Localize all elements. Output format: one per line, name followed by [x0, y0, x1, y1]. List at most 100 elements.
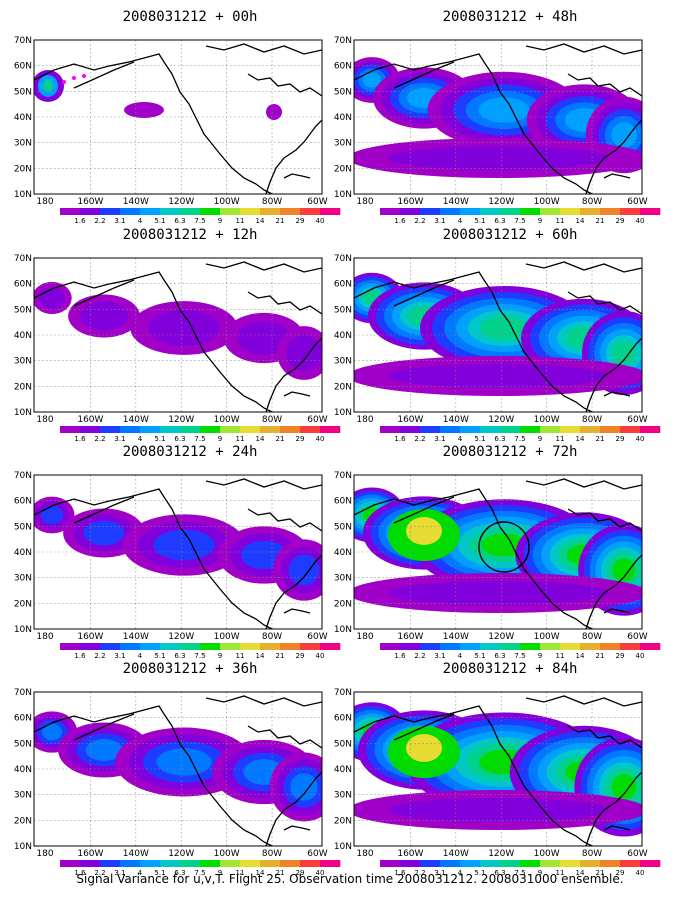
colorbar-swatch [400, 860, 421, 867]
lat-label: 70N [14, 36, 32, 46]
lon-label: 100W [214, 849, 240, 859]
colorbar-swatch [480, 208, 501, 215]
colorbar-swatch [580, 643, 601, 650]
colorbar-label: 2.2 [94, 217, 105, 225]
lat-label: 30N [334, 791, 352, 801]
lon-label: 160W [77, 197, 103, 207]
variance-contour [612, 558, 636, 582]
map-svg: 70N 60N 50N 40N 30N 20N 10N 180 160W 140W 120W 100W… [334, 688, 661, 877]
lon-label: 80W [262, 415, 282, 425]
map-panel: 2008031212 + 24h 70N 60N 50N 40N 30N 20N 10N 180… [14, 443, 355, 661]
colorbar-swatch [60, 860, 81, 867]
colorbar-label: 21 [276, 435, 285, 443]
colorbar-label: 11 [236, 217, 245, 225]
colorbar-label: 7.5 [514, 652, 525, 660]
colorbar-label: 3.1 [434, 217, 445, 225]
variance-contour [80, 301, 128, 331]
lon-label: 180 [36, 197, 53, 207]
colorbar-swatch [100, 860, 121, 867]
colorbar-swatch [580, 208, 601, 215]
variance-contour [388, 364, 608, 388]
lat-label: 20N [334, 599, 352, 609]
colorbar-swatch [300, 860, 321, 867]
colorbar-label: 6.3 [174, 217, 185, 225]
colorbar-swatch [480, 860, 501, 867]
variance-contour [237, 321, 291, 355]
variance-contour [85, 738, 123, 762]
lat-label: 40N [334, 765, 352, 775]
lat-label: 40N [14, 331, 32, 341]
colorbar-swatch [280, 208, 301, 215]
lat-label: 30N [334, 357, 352, 367]
colorbar-swatch [320, 860, 341, 867]
colorbar-label: 3.1 [114, 652, 125, 660]
colorbar-swatch [180, 860, 201, 867]
colorbar-swatch [320, 208, 341, 215]
lat-label: 10N [334, 408, 352, 418]
lat-label: 20N [14, 599, 32, 609]
colorbar-label: 9 [218, 435, 222, 443]
map-svg: 70N 60N 50N 40N 30N 20N 10N 180 160W 140W 120W 100W… [14, 471, 341, 660]
variance-contour [286, 335, 322, 371]
variance-contour [480, 316, 528, 340]
colorbar-swatch [280, 860, 301, 867]
colorbar-label: 9 [218, 652, 222, 660]
variance-contour [266, 104, 282, 120]
colorbar-label: 14 [576, 652, 585, 660]
lon-label: 80W [582, 415, 602, 425]
colorbar-label: 21 [596, 435, 605, 443]
colorbar-label: 3.1 [114, 435, 125, 443]
colorbar-swatch [420, 860, 441, 867]
colorbar-label: 4 [138, 652, 143, 660]
colorbar-label: 6.3 [174, 869, 185, 877]
colorbar-swatch [60, 426, 81, 433]
lon-label: 180 [356, 632, 373, 642]
colorbar-label: 29 [296, 217, 305, 225]
lon-label: 140W [443, 415, 469, 425]
lon-label: 160W [77, 849, 103, 859]
colorbar-label: 11 [236, 869, 245, 877]
lon-label: 120W [168, 849, 194, 859]
colorbar-label: 29 [296, 435, 305, 443]
colorbar-swatch [240, 643, 261, 650]
lat-label: 10N [14, 408, 32, 418]
colorbar-swatch [600, 208, 621, 215]
map-svg: 70N 60N 50N 40N 30N 20N 10N 180 160W 140W 120W 100W… [14, 688, 341, 877]
variance-contour [406, 734, 442, 762]
lat-label: 70N [334, 254, 352, 264]
figure-caption: Signal Variance for u,v,T. Flight 25. Ob… [76, 872, 624, 886]
variance-contour [612, 341, 636, 365]
colorbar-label: 7.5 [514, 869, 525, 877]
lon-label: 140W [443, 849, 469, 859]
colorbar-label: 5.1 [474, 652, 485, 660]
variance-contour [388, 798, 608, 822]
lon-label: 60W [307, 849, 327, 859]
lat-label: 10N [334, 190, 352, 200]
colorbar-swatch [180, 208, 201, 215]
colorbar-label: 5.1 [154, 217, 165, 225]
colorbar-swatch [80, 643, 101, 650]
map-panel: 2008031212 + 12h 70N 60N 50N 40N 30N 20N 10N 180… [14, 226, 355, 444]
colorbar-label: 40 [316, 652, 325, 660]
colorbar-swatch [640, 643, 661, 650]
colorbar-swatch [520, 208, 541, 215]
colorbar-label: 9 [538, 869, 542, 877]
colorbar-label: 1.6 [394, 652, 406, 660]
colorbar-label: 21 [596, 217, 605, 225]
panel-title: 2008031212 + 72h [442, 444, 578, 460]
panel-title: 2008031212 + 84h [442, 661, 578, 677]
lon-label: 180 [356, 197, 373, 207]
lon-label: 140W [123, 415, 149, 425]
lat-label: 60N [14, 280, 32, 290]
colorbar-label: 9 [218, 869, 222, 877]
colorbar-label: 14 [256, 217, 265, 225]
colorbar-label: 14 [256, 652, 265, 660]
colorbar-swatch [220, 426, 241, 433]
colorbar-label: 2.2 [94, 435, 105, 443]
colorbar-swatch [220, 860, 241, 867]
colorbar-label: 9 [538, 652, 542, 660]
lat-label: 30N [334, 139, 352, 149]
colorbar-swatch [300, 208, 321, 215]
colorbar-label: 9 [218, 217, 222, 225]
lon-label: 80W [582, 197, 602, 207]
